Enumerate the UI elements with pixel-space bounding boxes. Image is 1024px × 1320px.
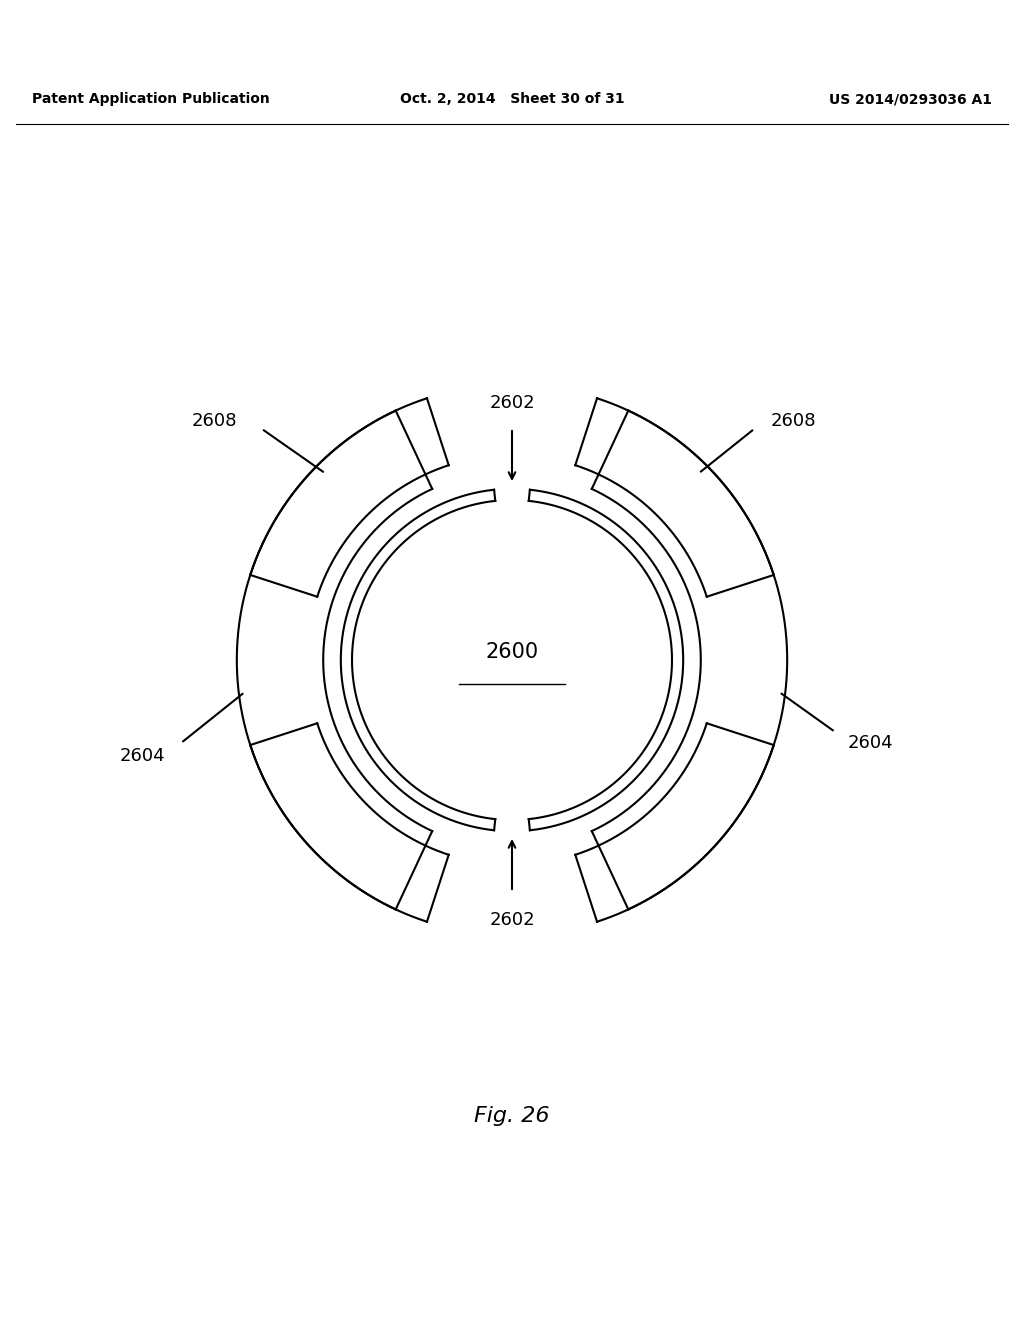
Text: Oct. 2, 2014   Sheet 30 of 31: Oct. 2, 2014 Sheet 30 of 31 (399, 92, 625, 106)
Text: 2604: 2604 (848, 734, 894, 752)
Text: US 2014/0293036 A1: US 2014/0293036 A1 (829, 92, 992, 106)
Text: 2600: 2600 (485, 642, 539, 663)
Text: Patent Application Publication: Patent Application Publication (32, 92, 269, 106)
Text: 2604: 2604 (119, 747, 165, 766)
Text: 2602: 2602 (489, 393, 535, 412)
Text: 2608: 2608 (771, 412, 816, 429)
Text: 2608: 2608 (191, 412, 238, 429)
Text: Fig. 26: Fig. 26 (474, 1106, 550, 1126)
Text: 2602: 2602 (489, 911, 535, 929)
